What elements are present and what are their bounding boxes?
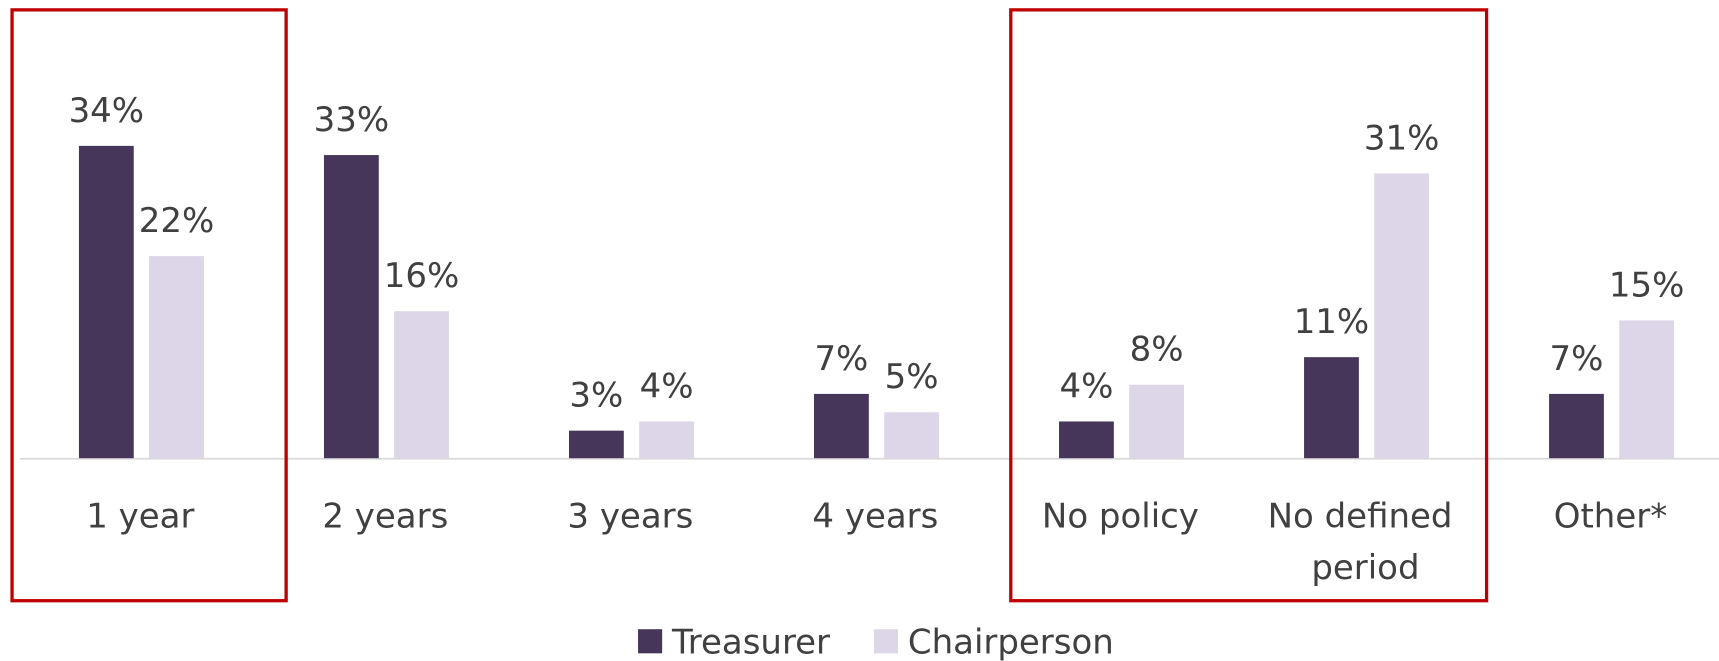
bar: [1129, 384, 1185, 459]
x-tick-label: No defined period: [1268, 496, 1464, 588]
x-tick-label: 1 year: [86, 496, 194, 536]
x-tick-label: 2 years: [322, 496, 448, 536]
x-tick-label: 3 years: [567, 496, 693, 536]
legend-swatch: [873, 629, 899, 654]
bar: [149, 256, 204, 459]
x-tick-label: 4 years: [812, 496, 938, 536]
bar: [1059, 421, 1114, 459]
data-label: 31%: [1364, 118, 1440, 158]
x-tick-label: Other*: [1554, 496, 1667, 536]
data-label: 16%: [384, 256, 460, 296]
bar: [568, 430, 624, 459]
data-label: 34%: [69, 91, 145, 131]
data-label: 5%: [885, 357, 939, 397]
bar: [1619, 320, 1675, 459]
data-label: 33%: [314, 100, 390, 140]
bar: [814, 393, 869, 459]
data-label: 11%: [1294, 302, 1370, 342]
bar: [639, 421, 694, 459]
bar: [884, 412, 939, 459]
data-label: 7%: [1550, 339, 1604, 379]
highlight-box: [1009, 8, 1489, 603]
data-label: 3%: [569, 376, 623, 416]
x-tick-label: No policy: [1042, 496, 1199, 536]
data-label: 8%: [1130, 330, 1184, 370]
legend-label: Treasurer: [671, 622, 830, 661]
data-label: 7%: [814, 339, 868, 379]
data-label: 4%: [640, 366, 694, 406]
bar: [394, 311, 449, 459]
highlight-box: [10, 8, 288, 603]
legend-swatch: [638, 629, 663, 654]
bar: [1549, 393, 1604, 459]
bar: [78, 145, 134, 459]
legend-label: Chairperson: [908, 622, 1114, 661]
bar: [1304, 357, 1359, 459]
bar: [323, 155, 379, 459]
data-label: 22%: [139, 201, 215, 241]
data-label: 15%: [1609, 265, 1685, 305]
data-label: 4%: [1059, 366, 1113, 406]
bar: [1374, 173, 1430, 459]
